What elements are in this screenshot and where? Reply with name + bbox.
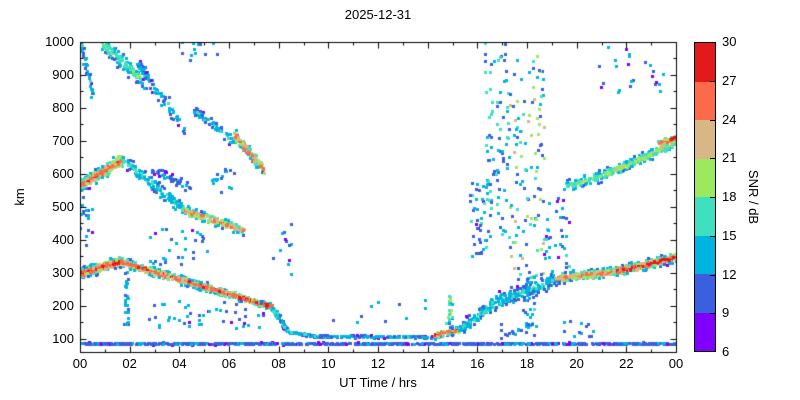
colorbar-tick-mark (710, 197, 715, 198)
x-tick-label: 12 (370, 356, 386, 371)
cb-tick-label: 18 (722, 189, 737, 204)
y-axis-label: km (12, 188, 27, 206)
x-tick-label: 20 (569, 356, 584, 371)
x-axis-label: UT Time / hrs (339, 375, 417, 390)
colorbar-label: SNR / dB (746, 169, 761, 225)
cb-tick-label: 24 (722, 111, 737, 127)
colorbar-band-18-21 (695, 158, 715, 197)
colorbar-band-6-9 (695, 312, 715, 351)
colorbar-tick-mark (710, 80, 715, 82)
y-tick-label: 100 (52, 330, 74, 346)
x-tick-label: 00 (668, 356, 684, 371)
y-tick-label: 700 (52, 132, 74, 148)
x-tick-label: 18 (519, 356, 535, 371)
y-tick-label: 200 (52, 297, 74, 313)
colorbar-band-15-18 (695, 197, 715, 236)
plot-title: 2025-12-31 (344, 7, 412, 22)
cb-tick-label: 15 (722, 227, 737, 243)
x-tick-label: 22 (619, 356, 634, 371)
x-tick-label: 10 (321, 356, 336, 371)
colorbar-tick-mark (710, 235, 715, 237)
cb-tick-label: 9 (722, 305, 730, 321)
cb-tick-label: 30 (722, 34, 737, 49)
x-tick-label: 08 (271, 356, 286, 371)
cb-tick-label: 27 (722, 72, 737, 88)
x-tick-label: 02 (122, 356, 137, 371)
colorbar-tick-mark (710, 313, 715, 315)
colorbar-band-24-27 (695, 81, 715, 120)
x-tick-label: 16 (470, 356, 485, 371)
y-tick-label: 600 (52, 165, 74, 181)
cb-tick-label: 12 (722, 266, 737, 282)
cb-tick-label: 6 (722, 344, 730, 359)
x-tick-label: 14 (420, 356, 435, 371)
colorbar (694, 42, 716, 352)
y-tick-label: 800 (52, 99, 74, 115)
x-tick-label: 00 (72, 356, 88, 371)
y-tick-label: 400 (52, 231, 74, 247)
colorbar-tick-mark (710, 158, 715, 160)
y-tick-label: 1000 (45, 34, 74, 49)
colorbar-band-21-24 (695, 120, 715, 159)
colorbar-band-12-15 (695, 235, 715, 274)
x-tick-label: 04 (172, 356, 187, 371)
y-tick-label: 500 (52, 198, 74, 214)
colorbar-tick-mark (710, 274, 715, 276)
colorbar-tick-mark (710, 119, 715, 121)
x-tick-label: 06 (221, 356, 237, 371)
cb-tick-label: 21 (722, 150, 737, 166)
y-tick-label: 300 (52, 264, 74, 280)
colorbar-band-27-30 (695, 43, 715, 82)
y-tick-label: 900 (52, 66, 74, 82)
colorbar-band-9-12 (695, 274, 715, 313)
